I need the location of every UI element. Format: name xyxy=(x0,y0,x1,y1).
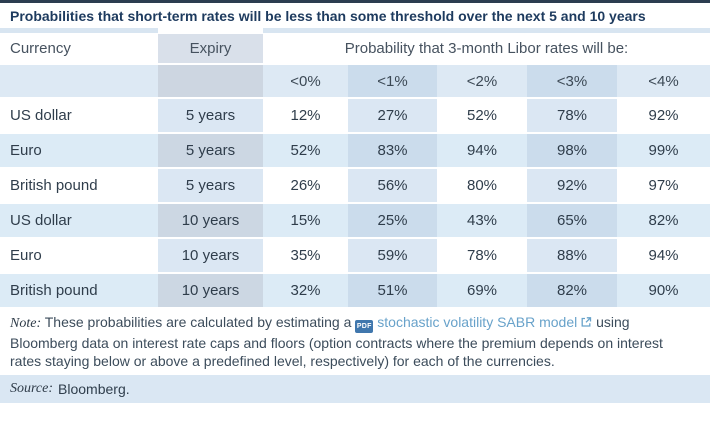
divider-segment xyxy=(0,28,158,33)
expiry-cell: 5 years xyxy=(158,169,263,202)
table-row: US dollar 10 years 15% 25% 43% 65% 82% xyxy=(0,204,710,237)
threshold-header-cell: <4% xyxy=(617,65,710,97)
currency-cell: British pound xyxy=(0,169,158,202)
pdf-file-icon: PDF xyxy=(355,320,374,333)
threshold-header-cell: <1% xyxy=(348,65,437,97)
probability-cell: 88% xyxy=(527,239,617,272)
probability-cell: 99% xyxy=(617,134,710,167)
column-header-expiry: Expiry xyxy=(158,34,263,63)
probability-cell: 69% xyxy=(437,274,527,307)
note-paragraph: Note: These probabilities are calculated… xyxy=(0,313,700,371)
divider-segment xyxy=(158,28,263,33)
currency-cell: British pound xyxy=(0,274,158,307)
currency-cell: Euro xyxy=(0,239,158,272)
probability-cell: 35% xyxy=(263,239,348,272)
probability-cell: 80% xyxy=(437,169,527,202)
divider-segment xyxy=(263,28,710,33)
expiry-cell: 5 years xyxy=(158,99,263,132)
figure-title: Probabilities that short-term rates will… xyxy=(10,8,646,24)
currency-cell: Euro xyxy=(0,134,158,167)
note-label: Note: xyxy=(10,316,42,331)
probability-cell: 25% xyxy=(348,204,437,237)
note-text-continued: using Bloomberg data on interest rate ca… xyxy=(10,314,663,369)
currency-cell: US dollar xyxy=(0,204,158,237)
table-row: Euro 10 years 35% 59% 78% 88% 94% xyxy=(0,239,710,272)
probability-cell: 52% xyxy=(437,99,527,132)
probability-cell: 98% xyxy=(527,134,617,167)
title-divider-rule xyxy=(0,28,710,33)
source-band: Source: Bloomberg. xyxy=(0,374,710,403)
expiry-cell: 10 years xyxy=(158,274,263,307)
header-spacer-cell xyxy=(158,65,263,97)
probability-cell: 59% xyxy=(348,239,437,272)
threshold-header-cell: <0% xyxy=(263,65,348,97)
probability-cell: 83% xyxy=(348,134,437,167)
column-group-header: Probability that 3-month Libor rates wil… xyxy=(263,34,710,63)
threshold-header-cell: <2% xyxy=(437,65,527,97)
probability-cell: 78% xyxy=(527,99,617,132)
probability-cell: 94% xyxy=(437,134,527,167)
probability-cell: 43% xyxy=(437,204,527,237)
currency-cell: US dollar xyxy=(0,99,158,132)
expiry-cell: 10 years xyxy=(158,239,263,272)
header-spacer-cell xyxy=(0,65,158,97)
probability-cell: 15% xyxy=(263,204,348,237)
table-row: British pound 5 years 26% 56% 80% 92% 97% xyxy=(0,169,710,202)
probability-cell: 82% xyxy=(527,274,617,307)
external-link-icon xyxy=(581,317,592,327)
table-header-row: Currency Expiry Probability that 3-month… xyxy=(0,34,710,63)
sabr-model-link[interactable]: PDF stochastic volatility SABR model xyxy=(355,314,592,333)
expiry-cell: 10 years xyxy=(158,204,263,237)
note-text: These probabilities are calculated by es… xyxy=(44,314,352,330)
probability-cell: 97% xyxy=(617,169,710,202)
threshold-header-cell: <3% xyxy=(527,65,617,97)
threshold-header-row: <0% <1% <2% <3% <4% xyxy=(0,65,710,97)
probability-cell: 12% xyxy=(263,99,348,132)
source-text: Bloomberg. xyxy=(58,380,130,397)
probability-cell: 94% xyxy=(617,239,710,272)
probability-cell: 82% xyxy=(617,204,710,237)
probability-cell: 92% xyxy=(527,169,617,202)
probability-cell: 32% xyxy=(263,274,348,307)
probability-cell: 65% xyxy=(527,204,617,237)
table-row: British pound 10 years 32% 51% 69% 82% 90% xyxy=(0,274,710,307)
probability-cell: 56% xyxy=(348,169,437,202)
table-row: US dollar 5 years 12% 27% 52% 78% 92% xyxy=(0,99,710,132)
probability-cell: 51% xyxy=(348,274,437,307)
probability-cell: 90% xyxy=(617,274,710,307)
sabr-link-label: stochastic volatility SABR model xyxy=(377,314,578,330)
probability-cell: 78% xyxy=(437,239,527,272)
probability-cell: 52% xyxy=(263,134,348,167)
probability-table: Currency Expiry Probability that 3-month… xyxy=(0,34,710,307)
probability-cell: 26% xyxy=(263,169,348,202)
expiry-cell: 5 years xyxy=(158,134,263,167)
probability-cell: 92% xyxy=(617,99,710,132)
top-border-rule xyxy=(0,0,710,3)
source-label: Source: xyxy=(10,380,54,396)
table-row: Euro 5 years 52% 83% 94% 98% 99% xyxy=(0,134,710,167)
probability-cell: 27% xyxy=(348,99,437,132)
column-header-currency: Currency xyxy=(0,34,158,63)
